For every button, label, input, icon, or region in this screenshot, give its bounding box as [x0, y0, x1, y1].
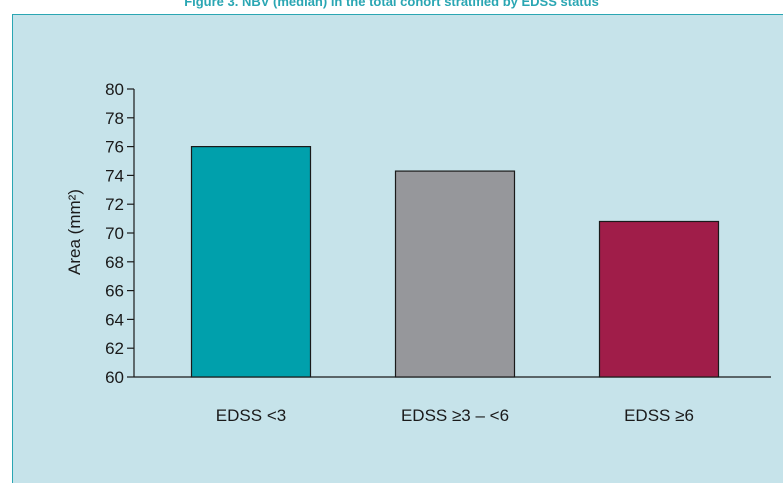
bar: [394, 170, 516, 378]
x-tick-label: EDSS <3: [216, 406, 286, 425]
y-tick-label: 60: [105, 368, 124, 387]
y-tick-label: 72: [105, 195, 124, 214]
bar: [190, 146, 312, 378]
x-axis-labels: EDSS <3 EDSS ≥3 – <6 EDSS ≥6: [216, 406, 694, 425]
y-tick-label: 80: [105, 80, 124, 99]
y-tick-label: 76: [105, 138, 124, 157]
y-tick-label: 62: [105, 339, 124, 358]
figure-title: Figure 3. NBV (median) in the total coho…: [184, 0, 599, 9]
y-axis-label: Area (mm²): [65, 189, 84, 275]
y-tick-label: 66: [105, 282, 124, 301]
x-tick-label: EDSS ≥6: [624, 406, 694, 425]
x-tick-label: EDSS ≥3 – <6: [401, 406, 509, 425]
y-tick-label: 64: [105, 310, 124, 329]
y-tick-label: 78: [105, 109, 124, 128]
bars: [190, 146, 720, 378]
y-tick-label: 70: [105, 224, 124, 243]
y-tick-label: 74: [105, 166, 124, 185]
bar: [598, 220, 720, 378]
y-tick-label: 68: [105, 253, 124, 272]
